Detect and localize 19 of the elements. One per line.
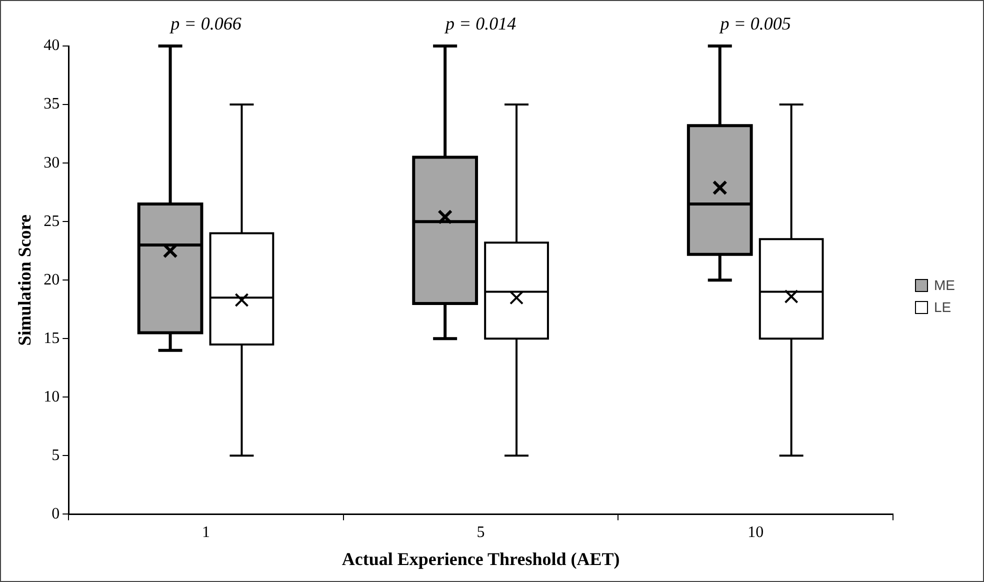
x-tick-label: 1 bbox=[202, 524, 210, 542]
y-axis-title: Simulation Score bbox=[14, 214, 34, 346]
y-tick-label: 20 bbox=[44, 271, 60, 288]
text: p = 0.066 bbox=[168, 14, 242, 34]
x-tick-label: 10 bbox=[748, 524, 764, 542]
y-tick-label: 0 bbox=[52, 505, 60, 522]
text: p = 0.014 bbox=[443, 14, 516, 34]
x-axis-title: Actual Experience Threshold (AET) bbox=[342, 548, 620, 569]
y-tick-label: 40 bbox=[44, 37, 60, 54]
y-tick-label: 30 bbox=[44, 154, 60, 172]
y-tick-label: 15 bbox=[44, 330, 60, 347]
text: LE bbox=[934, 299, 952, 315]
y-tick-label: 35 bbox=[44, 96, 60, 113]
y-tick-label: 25 bbox=[44, 212, 60, 230]
y-tick-label: 5 bbox=[52, 446, 60, 464]
y-tick-label: 10 bbox=[44, 388, 60, 406]
legend-label: ME bbox=[934, 277, 955, 293]
x-tick-label: 5 bbox=[476, 524, 485, 542]
text: p = 0.005 bbox=[718, 14, 791, 34]
